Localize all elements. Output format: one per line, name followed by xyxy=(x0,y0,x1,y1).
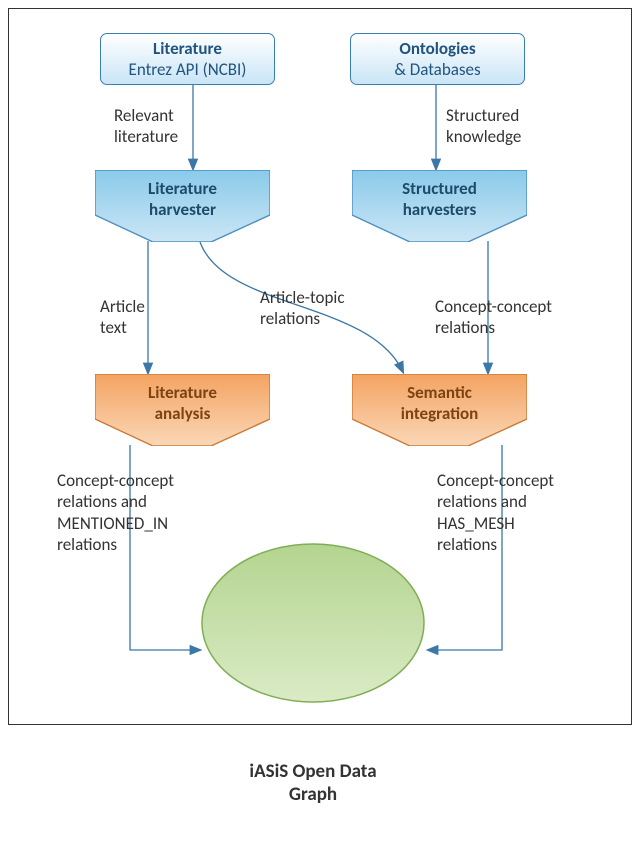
edge-label-has-mesh: Concept-concept relations and HAS_MESH r… xyxy=(437,470,554,555)
open-data-graph-node: iASiS Open Data Graph xyxy=(201,543,425,703)
ontologies-source-box: Ontologies & Databases xyxy=(350,33,525,85)
edge-label-article-topic: Article-topicrelations xyxy=(260,287,345,330)
structured-harvesters-l1: Structured xyxy=(402,178,477,199)
literature-harvester-node: Literature harvester xyxy=(95,170,270,242)
literature-harvester-l2: harvester xyxy=(149,199,216,220)
literature-source-title: Literature xyxy=(153,38,222,59)
literature-analysis-l1: Literature xyxy=(148,382,217,403)
literature-analysis-node: Literature analysis xyxy=(95,374,270,446)
literature-analysis-l2: analysis xyxy=(155,403,211,424)
semantic-integration-l1: Semantic xyxy=(407,382,472,403)
edge-label-concept-concept-right: Concept-conceptrelations xyxy=(435,296,552,339)
ontologies-source-title: Ontologies xyxy=(399,38,475,59)
edge-label-relevant-literature: Relevantliterature xyxy=(114,105,178,148)
structured-harvesters-l2: harvesters xyxy=(403,199,477,220)
graph-label-l2: Graph xyxy=(289,783,337,806)
edge-label-mentioned-in: Concept-concept relations and MENTIONED_… xyxy=(57,470,174,555)
literature-source-sub: Entrez API (NCBI) xyxy=(129,59,247,80)
semantic-integration-node: Semantic integration xyxy=(352,374,527,446)
structured-harvesters-node: Structured harvesters xyxy=(352,170,527,242)
literature-source-box: Literature Entrez API (NCBI) xyxy=(100,33,275,85)
literature-harvester-l1: Literature xyxy=(148,178,217,199)
edge-label-structured-knowledge: Structuredknowledge xyxy=(446,105,521,148)
semantic-integration-l2: integration xyxy=(401,403,479,424)
graph-label-l1: iASiS Open Data xyxy=(249,760,376,783)
edge-label-article-text: Articletext xyxy=(100,296,145,339)
ontologies-source-sub: & Databases xyxy=(394,59,480,80)
